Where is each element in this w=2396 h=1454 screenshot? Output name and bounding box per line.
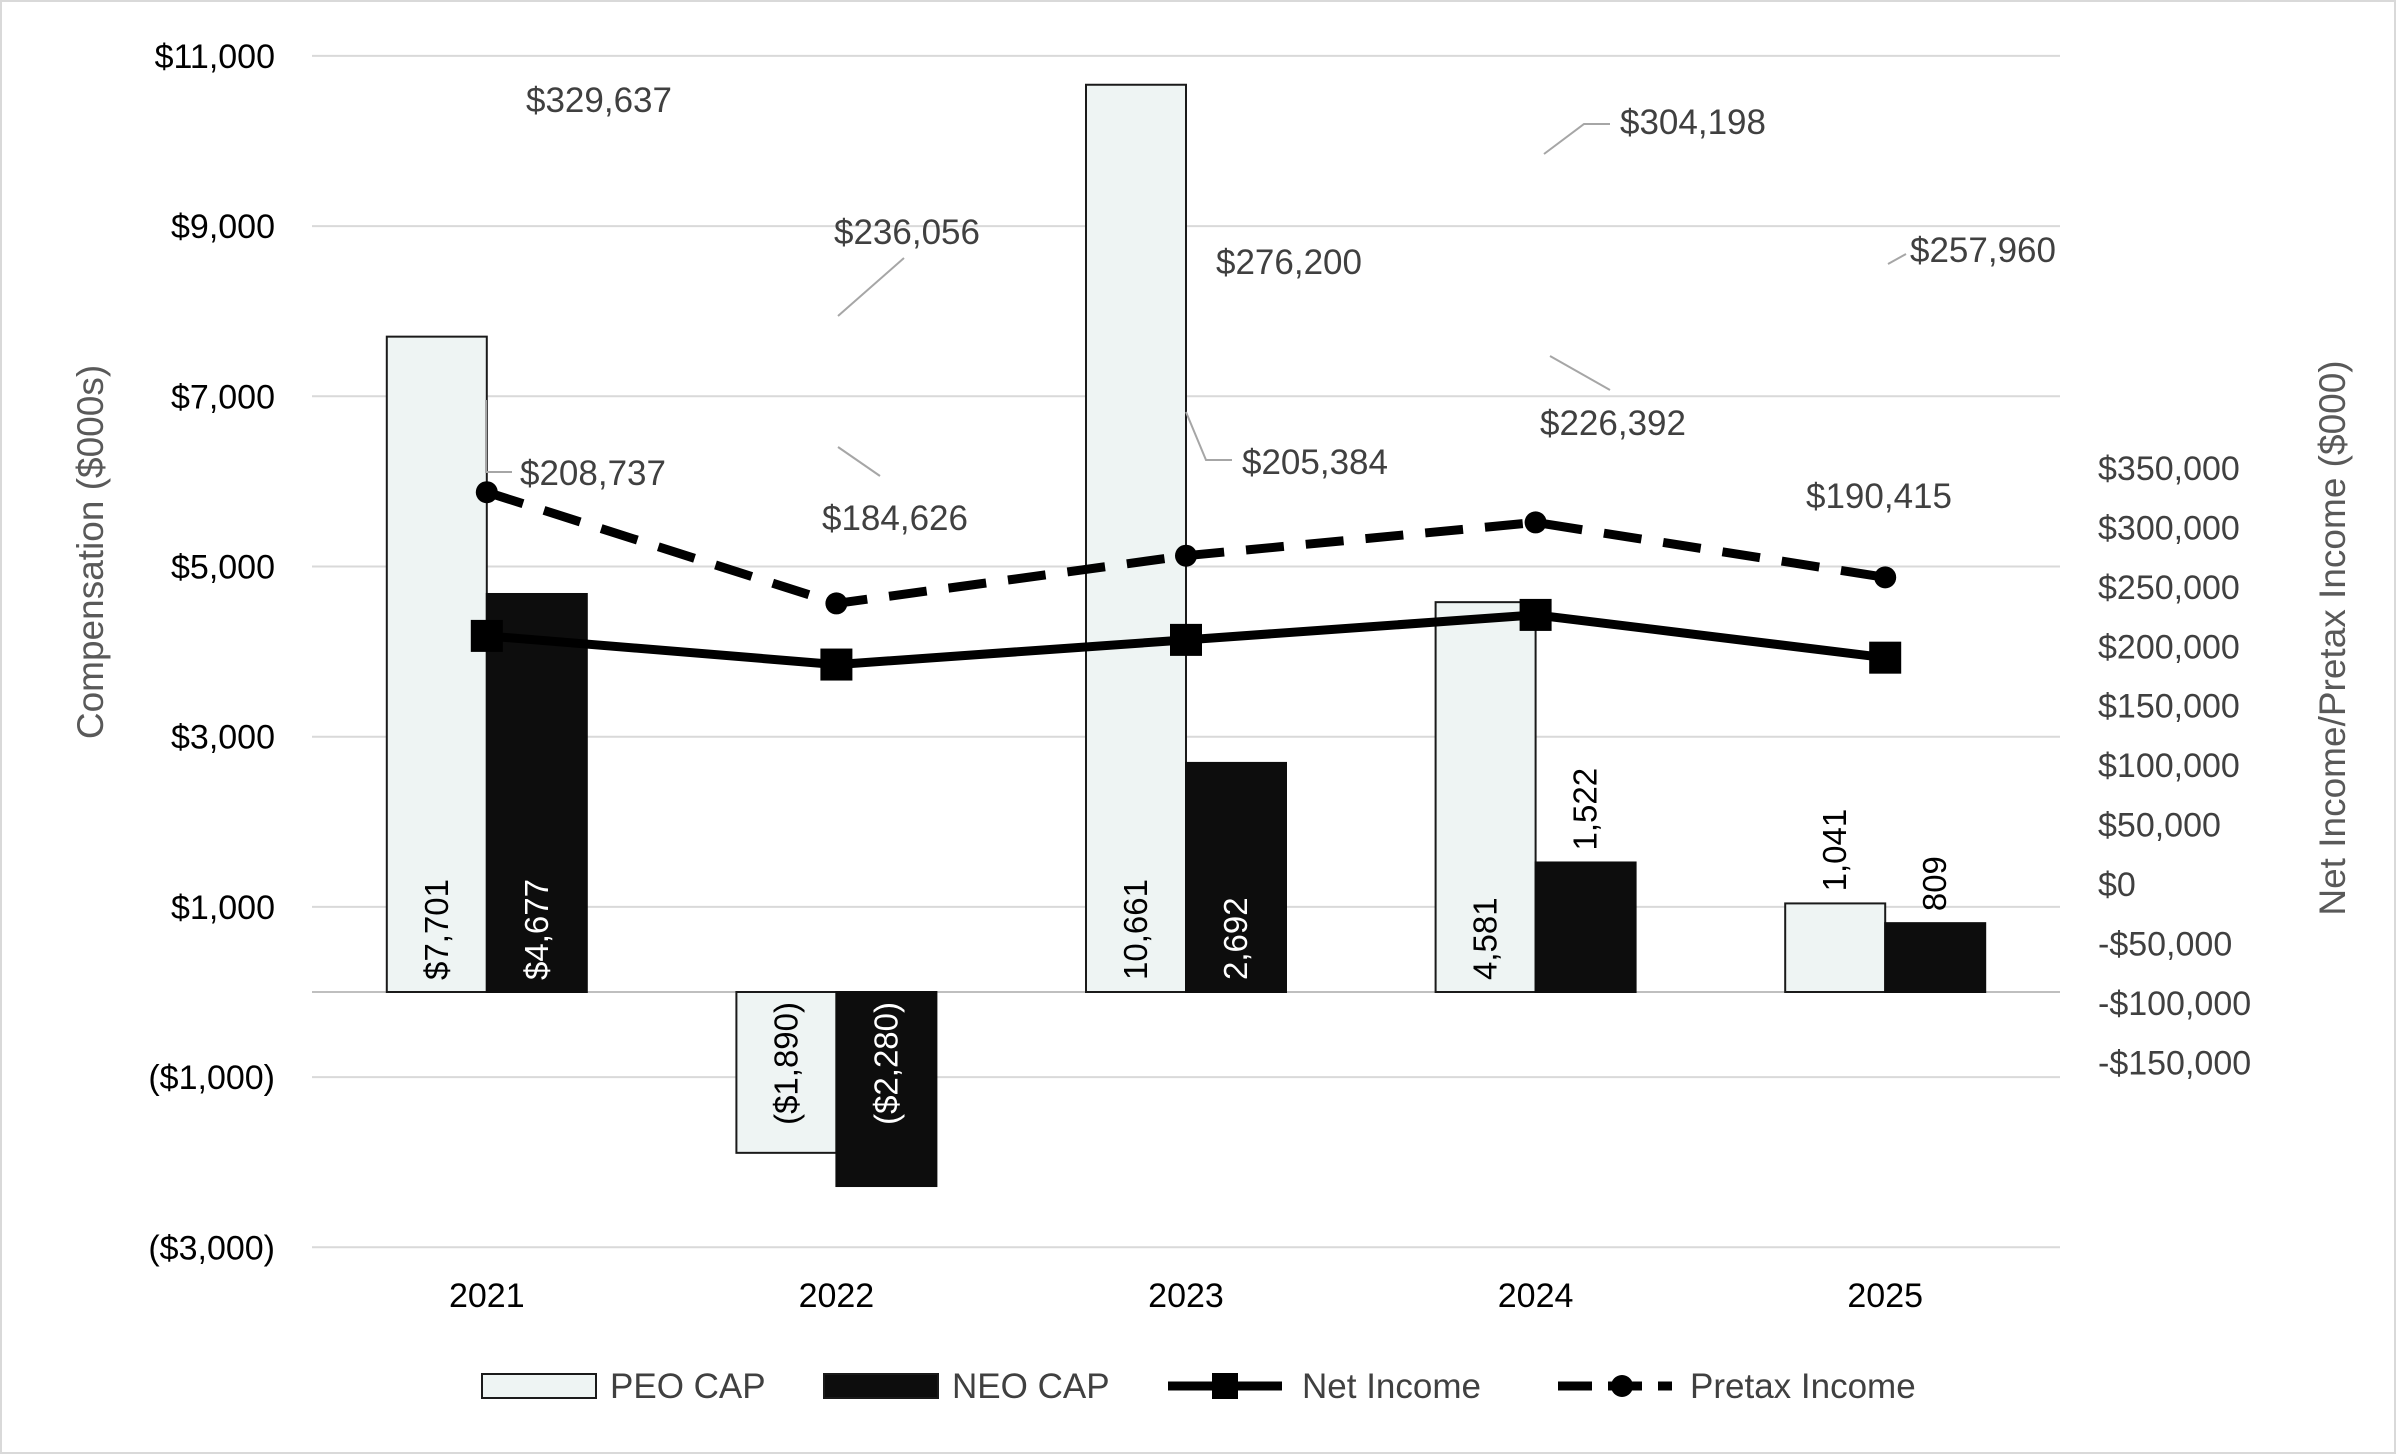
y-right-tick-label: $250,000 [2098, 569, 2240, 607]
neo-cap-bar [485, 592, 588, 993]
net-income-marker [1869, 641, 1902, 674]
net-income-value-label: $208,737 [520, 454, 666, 493]
neo-cap-value-label: 1,522 [1567, 768, 1604, 851]
y-right-tick-label: $150,000 [2098, 688, 2240, 726]
peo-cap-bar [1784, 902, 1887, 993]
pretax-income-leader-line [1887, 253, 1907, 265]
y-right-axis-title: Net Income/Pretax Income ($000) [2312, 360, 2353, 915]
y-left-tick-label: ($3,000) [148, 1229, 275, 1267]
peo-cap-value-label: 1,041 [1816, 809, 1853, 892]
pretax-income-legend-label: Pretax Income [1690, 1367, 1916, 1406]
pretax-income-leader-line [837, 257, 905, 317]
y-left-tick-label: $3,000 [171, 719, 275, 757]
pretax-income-legend-marker [1611, 1375, 1633, 1397]
y-right-tick-label: $350,000 [2098, 450, 2240, 488]
net-income-leader-line [837, 446, 881, 477]
net-income-value-label: $205,384 [1242, 443, 1388, 482]
net-income-value-label: $190,415 [1806, 477, 1952, 516]
pretax-income-marker [1874, 566, 1897, 589]
net-income-marker [820, 648, 853, 681]
peo-cap-bar [1085, 83, 1187, 993]
peo-cap-legend-label: PEO CAP [610, 1367, 766, 1406]
y-left-axis-title: Compensation ($000s) [70, 365, 111, 739]
x-tick-label: 2025 [1847, 1277, 1923, 1315]
x-tick-label: 2023 [1148, 1277, 1224, 1315]
net-income-legend-label: Net Income [1302, 1367, 1481, 1406]
pretax-income-marker [1175, 544, 1197, 567]
pretax-income-value-label: $304,198 [1620, 103, 1766, 142]
pretax-income-value-label: $257,960 [1910, 231, 2056, 270]
net-income-leader-line [1549, 355, 1611, 391]
y-right-tick-label: $50,000 [2098, 807, 2221, 845]
pretax-income-marker [825, 592, 848, 615]
pretax-income-value-label: $329,637 [526, 81, 672, 120]
neo-cap-value-label: $4,677 [518, 879, 555, 980]
net-income-value-label: $184,626 [822, 499, 968, 538]
data-labels: $7,701 ($1,890) 10,661 4,581 1,041 $4,677 ($2,… [418, 81, 2056, 1125]
peo-cap-value-label: 10,661 [1117, 879, 1154, 980]
y-right-tick-label: -$100,000 [2098, 985, 2251, 1023]
lines [470, 481, 1902, 681]
neo-cap-value-label: 2,692 [1217, 897, 1254, 980]
net-income-marker [470, 619, 503, 652]
y-right-tick-label: -$50,000 [2098, 925, 2232, 963]
pretax-income-line [485, 487, 1886, 609]
peo-cap-bar [1434, 601, 1537, 994]
peo-cap-value-label: ($1,890) [767, 1002, 804, 1125]
y-right-tick-label: $0 [2098, 866, 2136, 904]
peo-cap-legend-swatch [481, 1373, 597, 1399]
legend: PEO CAP NEO CAP Net Income Pretax Income [481, 1367, 1916, 1406]
neo-cap-bar [835, 991, 938, 1188]
peo-cap-value-label: $7,701 [418, 879, 455, 980]
y-left-tick-label: $11,000 [155, 38, 275, 76]
neo-cap-value-label: 809 [1916, 856, 1953, 911]
pretax-income-leader-line [1543, 123, 1610, 155]
pretax-income-marker [1524, 511, 1547, 534]
y-right-tick-label: $100,000 [2098, 747, 2240, 785]
x-tick-label: 2024 [1498, 1277, 1574, 1315]
y-left-tick-label: $7,000 [171, 378, 275, 416]
neo-cap-legend-swatch [823, 1373, 939, 1399]
net-income-marker [1170, 623, 1202, 656]
x-tick-label: 2022 [799, 1277, 875, 1315]
y-left-tick-label: $5,000 [171, 549, 275, 587]
pretax-income-marker [475, 481, 498, 504]
y-left-tick-label: ($1,000) [148, 1059, 275, 1097]
y-left-tick-label: $1,000 [171, 889, 275, 927]
neo-cap-legend-label: NEO CAP [952, 1367, 1110, 1406]
peo-cap-value-label: 4,581 [1467, 897, 1504, 980]
net-income-marker [1519, 598, 1552, 631]
net-income-legend-marker [1212, 1373, 1238, 1399]
y-left-tick-label: $9,000 [171, 208, 275, 246]
pretax-income-value-label: $276,200 [1216, 243, 1362, 282]
neo-cap-bar [1534, 861, 1637, 993]
x-tick-label: 2021 [449, 1277, 525, 1315]
net-income-value-label: $226,392 [1540, 404, 1686, 443]
axes: $11,000 $9,000 $7,000 $5,000 $3,000 $1,000 ($1… [70, 38, 2353, 1315]
peo-cap-bar [735, 991, 838, 1154]
neo-cap-bar [1185, 761, 1287, 994]
y-right-tick-label: $300,000 [2098, 509, 2240, 547]
neo-cap-value-label: ($2,280) [867, 1002, 904, 1125]
neo-cap-bar [1884, 922, 1987, 994]
bars [385, 83, 1987, 1188]
net-income-leader-line [485, 400, 512, 473]
y-right-tick-label: $200,000 [2098, 628, 2240, 666]
y-right-tick-label: -$150,000 [2098, 1044, 2251, 1082]
net-income-leader-line [1185, 411, 1232, 461]
pretax-income-value-label: $236,056 [834, 213, 980, 252]
